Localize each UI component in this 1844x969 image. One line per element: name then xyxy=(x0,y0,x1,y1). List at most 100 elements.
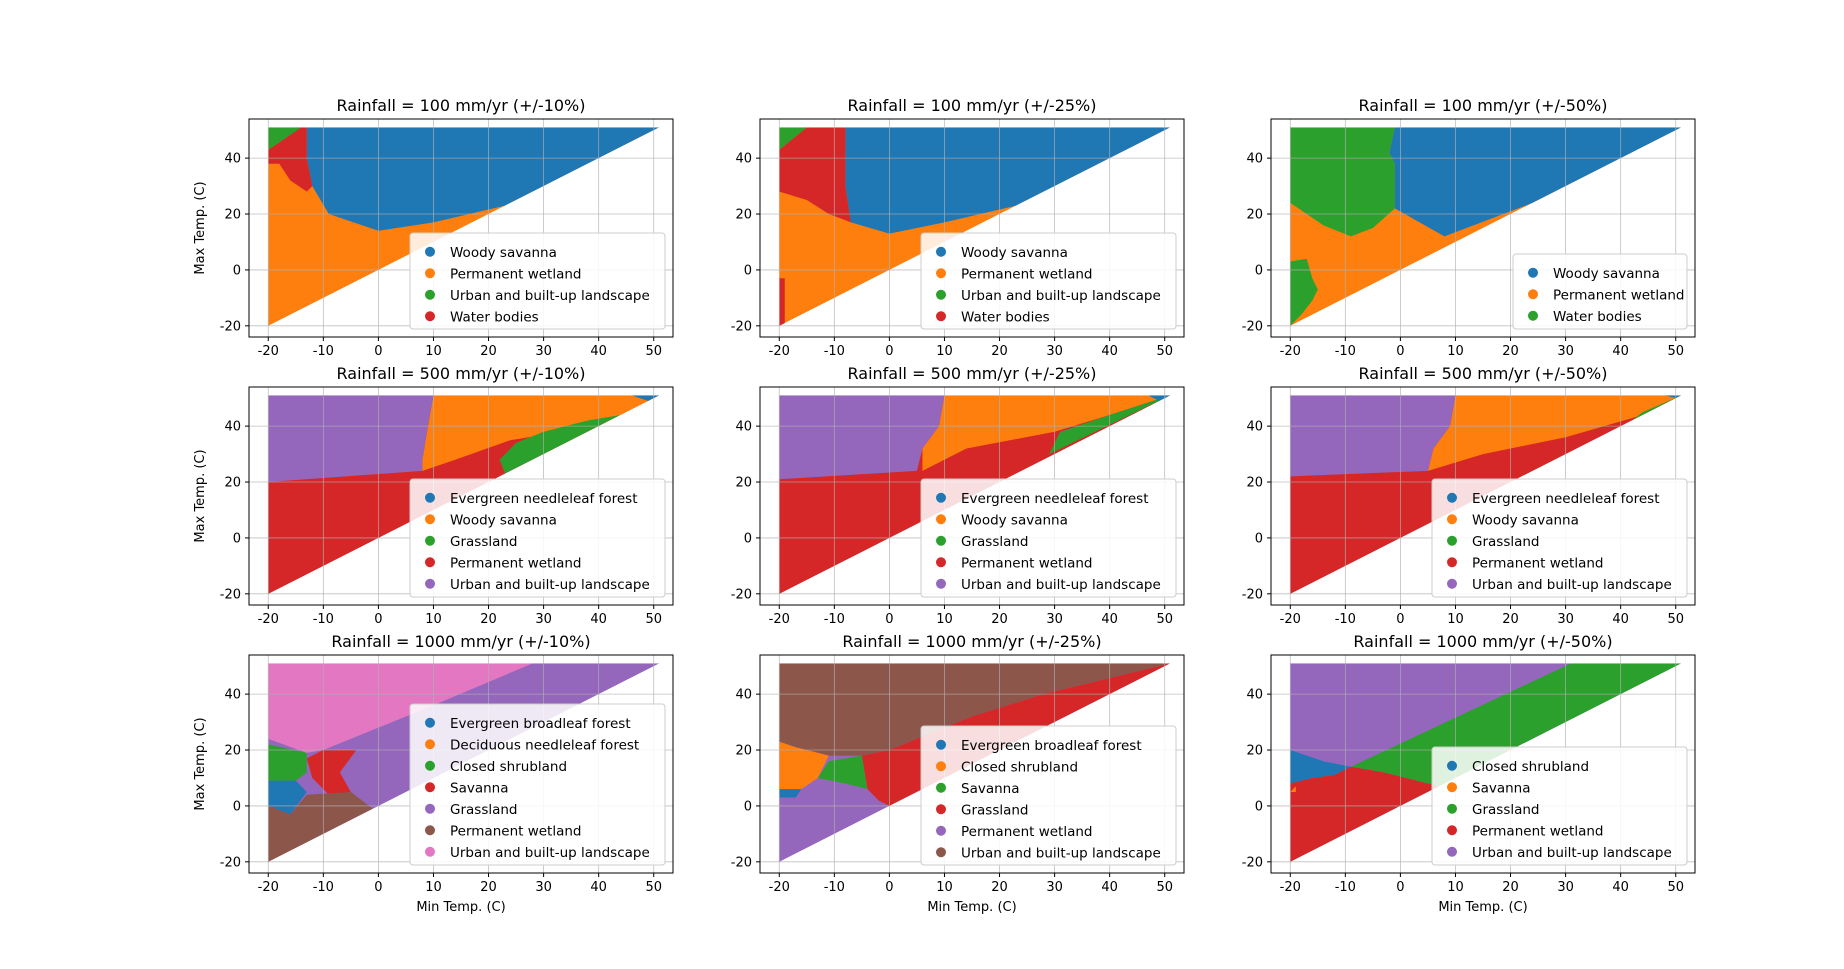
axes-frame xyxy=(1270,654,1696,874)
legend-marker xyxy=(1528,310,1538,321)
legend-marker xyxy=(1447,535,1457,546)
x-tick-label: 0 xyxy=(374,344,382,359)
x-tick-label: 20 xyxy=(480,880,497,895)
legend-marker xyxy=(425,514,435,525)
x-tick-label: 50 xyxy=(645,344,662,359)
legend-entry: Urban and built-up landscape xyxy=(961,577,1161,593)
y-tick-label: -20 xyxy=(220,319,241,334)
y-axis-label: Max Temp. (C) xyxy=(193,449,208,542)
legend-entry: Woody savanna xyxy=(961,512,1068,528)
legend-entry: Closed shrubland xyxy=(450,759,567,775)
subplot-2: -20 -10 0 10 20 30 40 50 -20 0 20 40 Rainfall = 100 … xyxy=(731,96,1185,359)
scatter-regions xyxy=(268,127,660,326)
legend-box xyxy=(409,232,666,330)
x-tick-label: -10 xyxy=(313,612,334,627)
y-tick-label: 0 xyxy=(1255,263,1263,278)
legend: Closed shrubland Savanna Grassland Permanen… xyxy=(1431,746,1688,866)
scatter-points-region-2 xyxy=(922,395,1171,471)
legend-box xyxy=(409,478,666,598)
x-tick-label: 40 xyxy=(1612,880,1629,895)
scatter-points-region-4 xyxy=(1290,766,1439,862)
legend-box xyxy=(1431,478,1688,598)
x-tick-label: 40 xyxy=(590,880,607,895)
x-tick-label: 40 xyxy=(1612,344,1629,359)
legend-entry: Grassland xyxy=(450,534,518,550)
x-tick-label: 10 xyxy=(936,344,953,359)
x-tick-label: 10 xyxy=(936,880,953,895)
y-tick-label: 40 xyxy=(1246,420,1263,435)
y-tick-label: 40 xyxy=(224,688,241,703)
subplot-title: Rainfall = 100 mm/yr (+/-10%) xyxy=(337,96,586,115)
subplot-4: -20 -10 0 10 20 30 40 50 -20 0 20 40 Rainfall = 500 … xyxy=(193,364,674,627)
legend-box xyxy=(920,725,1177,866)
subplot-7: -20 -10 0 10 20 30 40 50 -20 0 20 40 Rainfall = 1000… xyxy=(193,632,674,915)
axes-frame xyxy=(759,386,1185,606)
scatter-points-region-1 xyxy=(845,127,1171,234)
axes-frame xyxy=(248,118,674,338)
legend-entry: Water bodies xyxy=(961,309,1050,325)
axes-frame xyxy=(759,654,1185,874)
x-tick-label: 40 xyxy=(590,344,607,359)
legend-entry: Savanna xyxy=(961,781,1020,797)
scatter-regions xyxy=(779,127,1171,326)
legend-entry: Evergreen broadleaf forest xyxy=(450,716,631,732)
x-tick-label: 40 xyxy=(1101,880,1118,895)
x-tick-label: 10 xyxy=(1447,880,1464,895)
legend-entry: Grassland xyxy=(961,802,1029,818)
x-tick-label: 10 xyxy=(1447,612,1464,627)
legend-marker xyxy=(936,761,946,772)
legend: Woody savanna Permanent wetland Water bodi… xyxy=(1512,253,1688,330)
legend-marker xyxy=(936,492,946,503)
y-axis-label: Max Temp. (C) xyxy=(193,181,208,274)
legend-entry: Water bodies xyxy=(450,309,539,325)
legend-entry: Permanent wetland xyxy=(1472,823,1604,839)
y-tick-label: -20 xyxy=(1242,319,1263,334)
scatter-points-region-3 xyxy=(499,395,660,474)
x-tick-label: -10 xyxy=(824,344,845,359)
y-tick-label: 20 xyxy=(735,744,752,759)
y-tick-label: 20 xyxy=(735,476,752,491)
subplot-9: -20 -10 0 10 20 30 40 50 -20 0 20 40 Rainfall = 1000… xyxy=(1242,632,1696,915)
x-tick-label: 30 xyxy=(535,880,552,895)
legend-entry: Permanent wetland xyxy=(1553,287,1685,303)
scatter-regions xyxy=(1290,127,1682,326)
legend-marker xyxy=(425,246,435,257)
legend-marker xyxy=(1447,803,1457,814)
x-tick-label: 20 xyxy=(991,612,1008,627)
legend-entry: Grassland xyxy=(1472,534,1540,550)
legend-entry: Permanent wetland xyxy=(1472,555,1604,571)
legend-box xyxy=(409,703,666,866)
scatter-points-region-3 xyxy=(1290,258,1318,326)
legend-marker xyxy=(936,246,946,257)
x-axis-label: Min Temp. (C) xyxy=(416,900,505,915)
x-tick-label: -10 xyxy=(313,880,334,895)
x-axis-label: Min Temp. (C) xyxy=(927,900,1016,915)
legend-marker xyxy=(936,782,946,793)
scatter-points-region-5 xyxy=(631,395,660,401)
x-axis-label: Min Temp. (C) xyxy=(1438,900,1527,915)
legend-marker xyxy=(425,846,435,857)
scatter-points-region-4 xyxy=(779,395,945,480)
y-tick-label: 40 xyxy=(1246,688,1263,703)
legend-marker xyxy=(936,514,946,525)
legend-entry: Urban and built-up landscape xyxy=(1472,845,1672,861)
y-tick-label: 0 xyxy=(744,263,752,278)
scatter-points-region-1 xyxy=(779,663,1171,756)
legend-entry: Permanent wetland xyxy=(961,824,1093,840)
legend-entry: Grassland xyxy=(1472,802,1540,818)
scatter-points-region-4 xyxy=(268,744,307,781)
subplot-title: Rainfall = 500 mm/yr (+/-10%) xyxy=(337,364,586,383)
subplot-title: Rainfall = 1000 mm/yr (+/-25%) xyxy=(842,632,1101,651)
x-tick-label: 40 xyxy=(590,612,607,627)
subplot-title: Rainfall = 500 mm/yr (+/-25%) xyxy=(848,364,1097,383)
y-tick-label: -20 xyxy=(1242,587,1263,602)
legend-marker xyxy=(936,739,946,750)
x-tick-label: 20 xyxy=(991,880,1008,895)
legend-entry: Urban and built-up landscape xyxy=(1472,577,1672,593)
legend-entry: Woody savanna xyxy=(1553,266,1660,282)
y-tick-label: 20 xyxy=(224,208,241,223)
scatter-points-region-3 xyxy=(306,750,357,795)
x-tick-label: -20 xyxy=(258,612,279,627)
scatter-points-region-3 xyxy=(1631,395,1682,421)
